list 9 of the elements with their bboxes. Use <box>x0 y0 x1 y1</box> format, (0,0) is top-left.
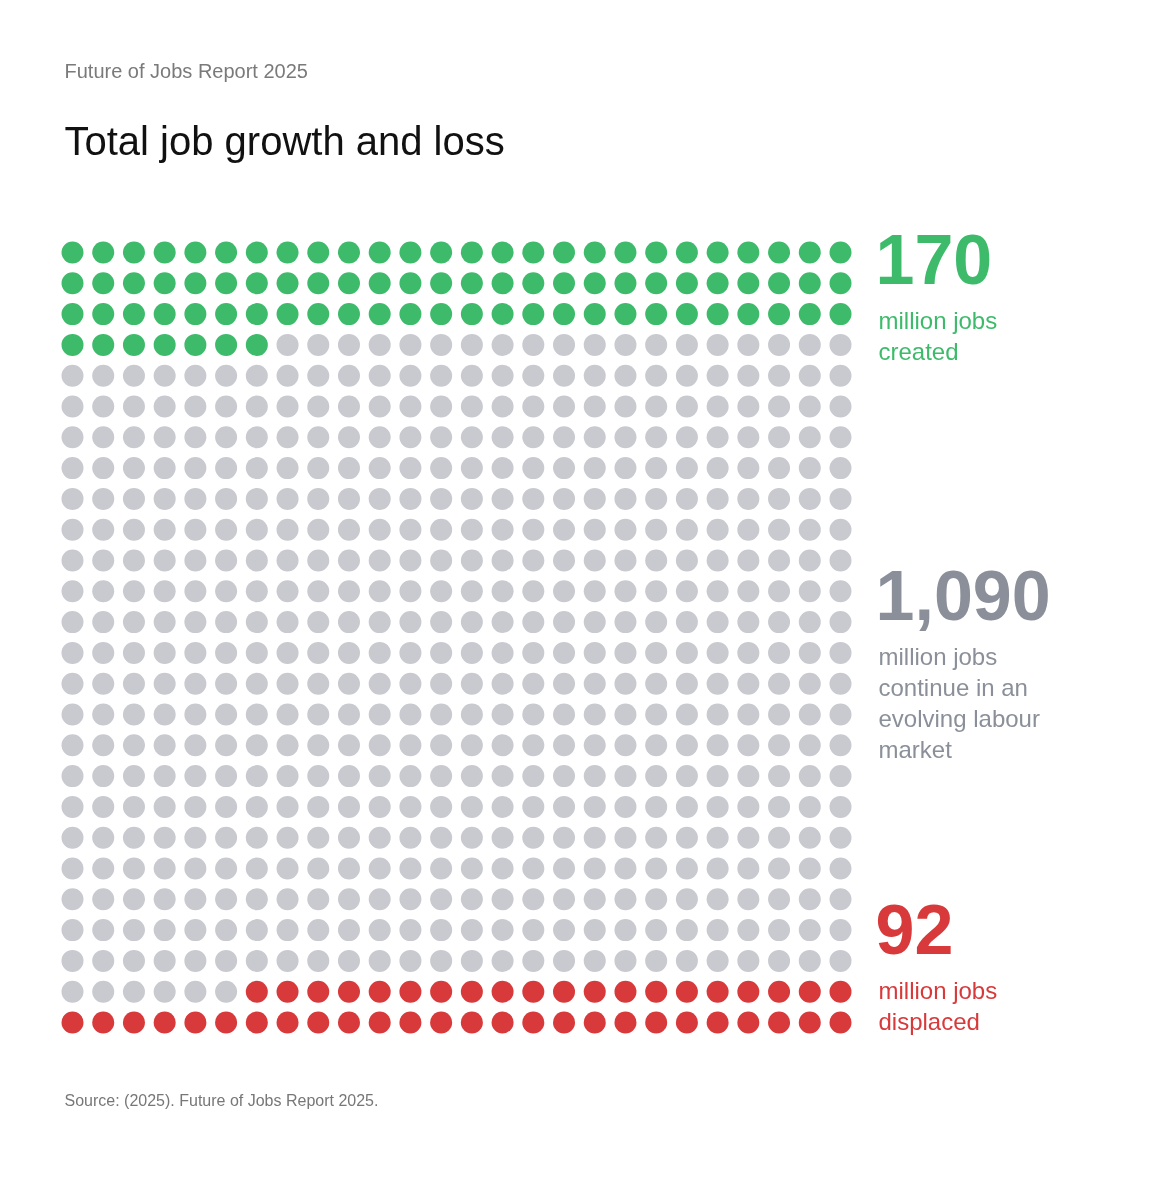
category-label: million jobs created <box>878 306 998 365</box>
category-label: million jobs displaced <box>878 976 998 1035</box>
text: Future of Jobs Report 2025 <box>64 59 308 82</box>
source-note: Source: (2025). Future of Jobs Report 2025. <box>64 1092 379 1109</box>
category-label: million jobs continue in an evolving labour market <box>878 643 1040 764</box>
text: Total job growth and loss <box>64 118 505 163</box>
data-label: 1,090 <box>875 557 1051 636</box>
data-label: 92 <box>875 890 954 969</box>
data-label: 170 <box>875 220 993 299</box>
